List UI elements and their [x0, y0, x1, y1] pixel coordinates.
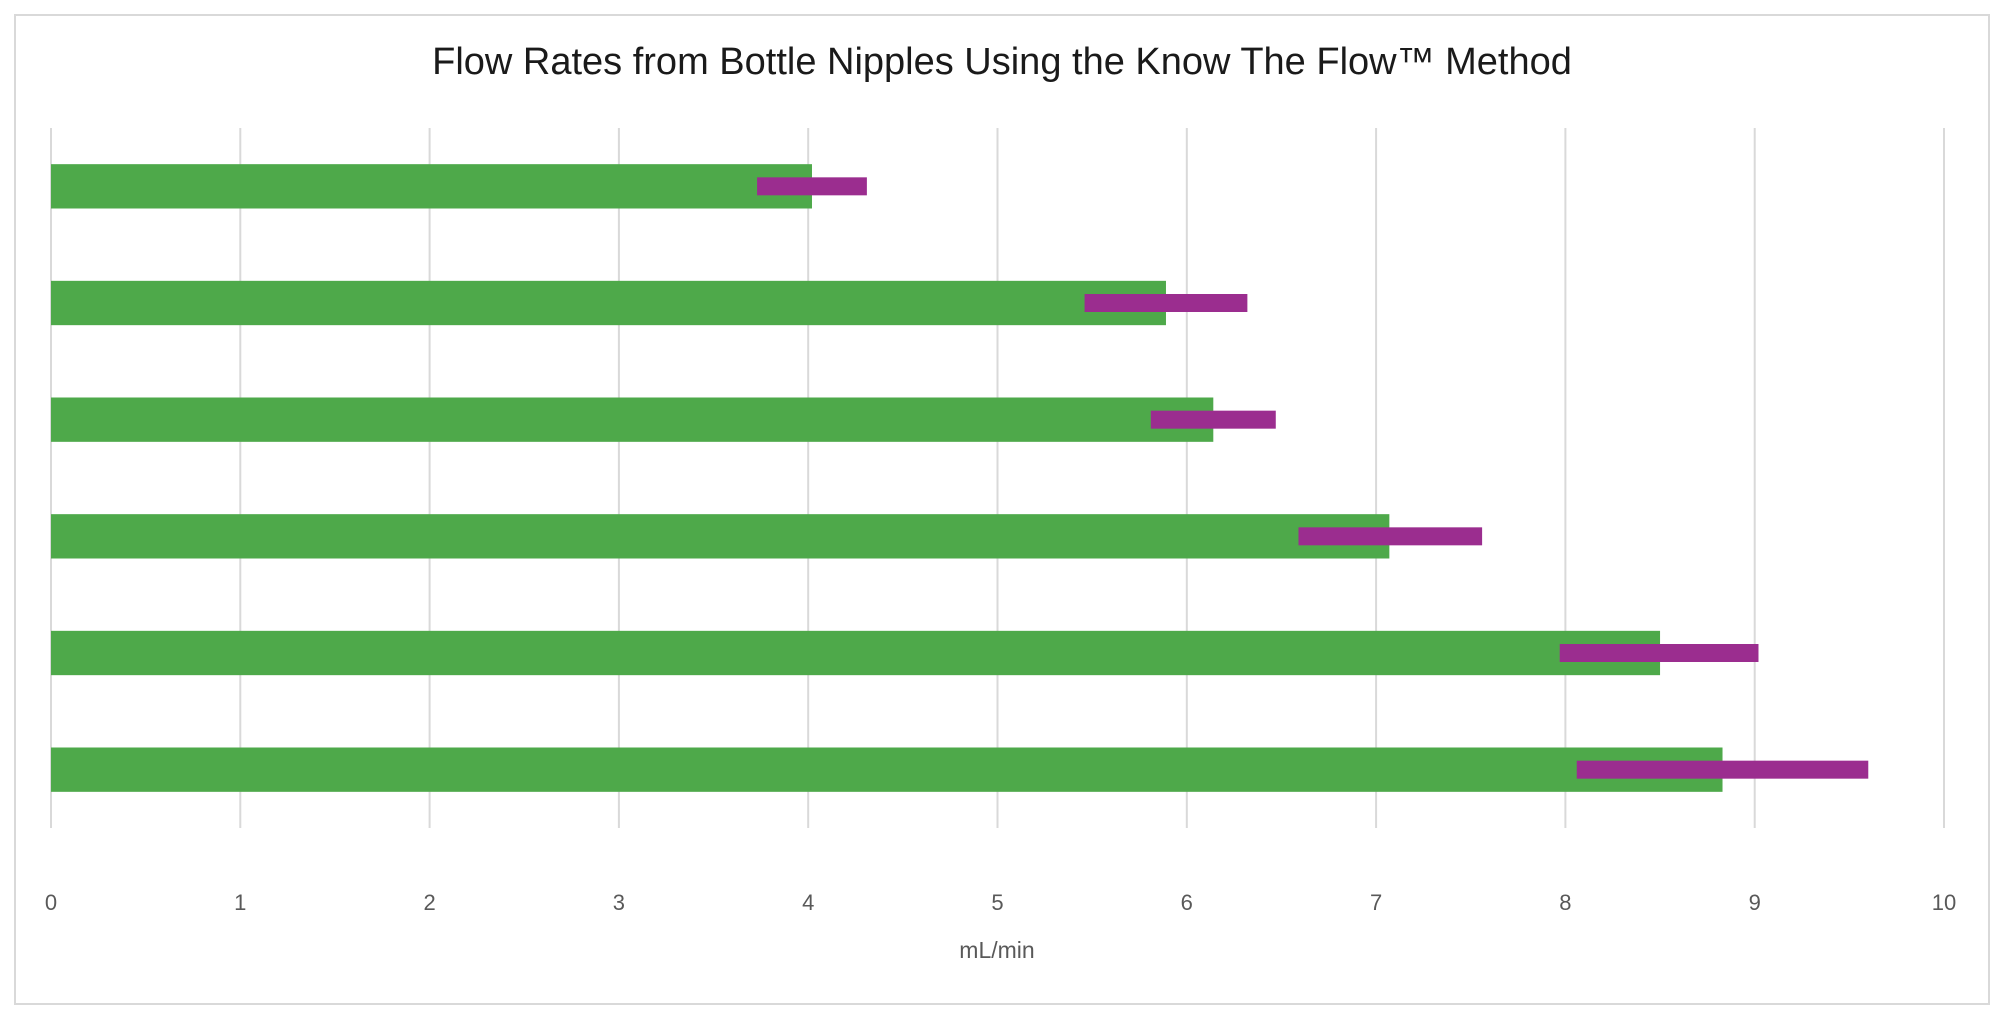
x-tick-label: 2 — [423, 890, 435, 915]
range-bar — [757, 177, 867, 196]
bar — [51, 747, 1723, 792]
chart-title: Flow Rates from Bottle Nipples Using the… — [432, 41, 1572, 83]
bar — [51, 514, 1390, 559]
x-tick-label: 3 — [613, 890, 625, 915]
chart-border — [14, 14, 1990, 1005]
bar — [51, 397, 1214, 442]
x-tick-label: 6 — [1181, 890, 1193, 915]
range-bar — [1298, 527, 1483, 546]
x-tick-label: 5 — [991, 890, 1003, 915]
bar — [51, 164, 812, 209]
x-tick-label: 1 — [234, 890, 246, 915]
x-tick-label: 7 — [1370, 890, 1382, 915]
bar — [51, 630, 1661, 676]
x-tick-label: 9 — [1749, 890, 1761, 915]
x-tick-label: 0 — [45, 890, 57, 915]
range-bar — [1576, 760, 1869, 779]
x-tick-label: 8 — [1559, 890, 1571, 915]
x-tick-label: 4 — [802, 890, 814, 915]
range-bar — [1559, 644, 1759, 662]
range-bar — [1150, 410, 1276, 429]
bar — [51, 280, 1166, 326]
x-axis-label: mL/min — [959, 937, 1034, 963]
range-bar — [1084, 294, 1248, 312]
x-tick-label: 10 — [1932, 890, 1956, 915]
